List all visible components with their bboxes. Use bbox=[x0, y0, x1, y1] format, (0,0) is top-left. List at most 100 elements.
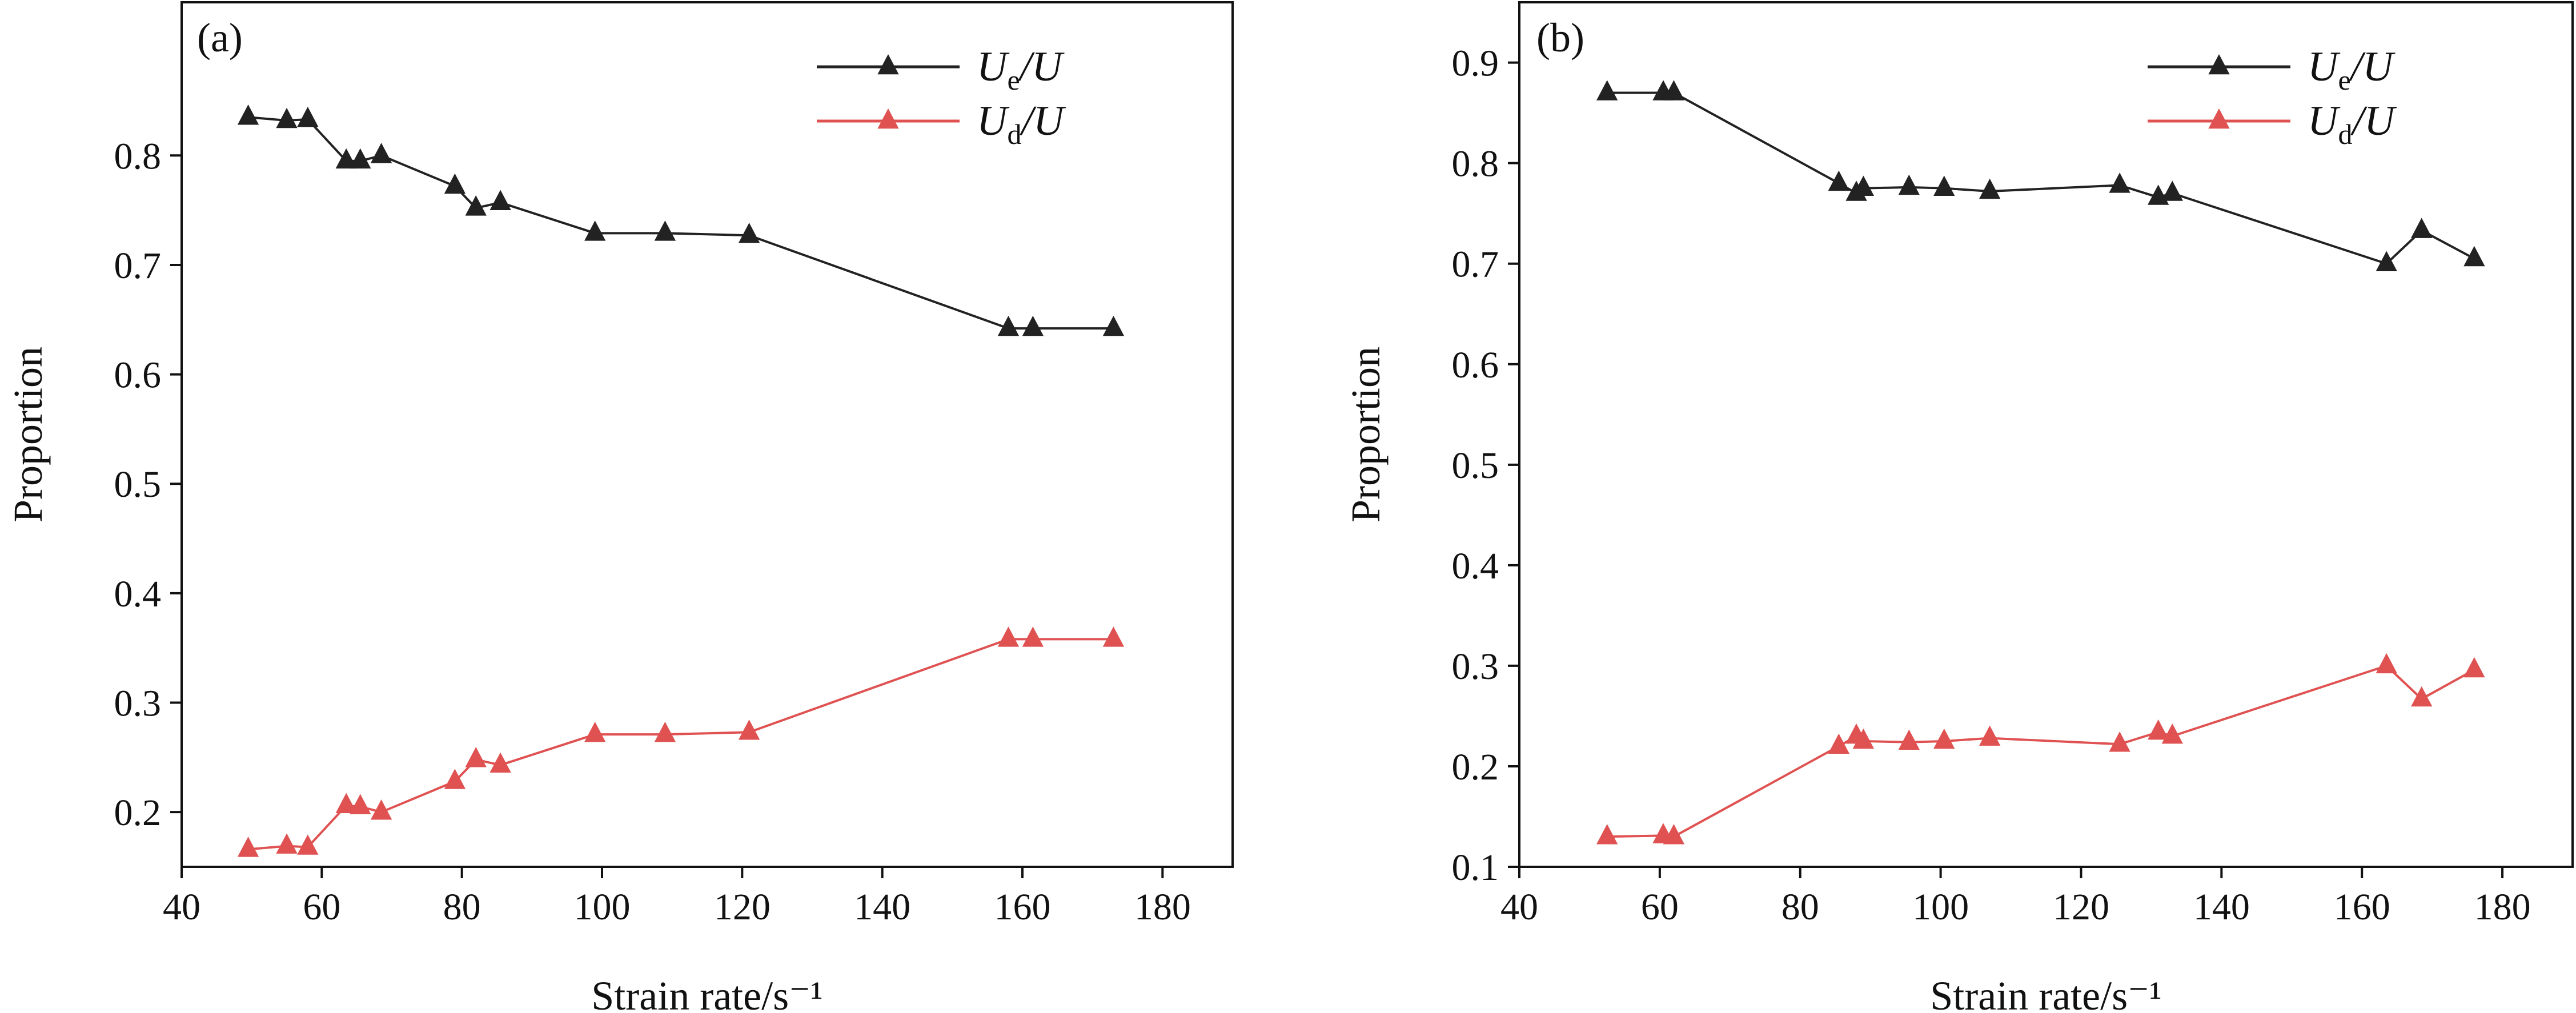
legend-swatch-marker bbox=[2208, 54, 2230, 75]
y-tick-label: 0.5 bbox=[1452, 445, 1499, 487]
y-tick-label: 0.2 bbox=[1452, 746, 1499, 788]
data-point bbox=[335, 793, 357, 813]
y-tick-label: 0.1 bbox=[1452, 847, 1499, 889]
x-tick-label: 40 bbox=[1500, 886, 1538, 928]
data-point bbox=[1102, 315, 1125, 336]
y-axis-title: Proportion bbox=[1343, 347, 1389, 522]
x-tick-label: 140 bbox=[2193, 886, 2250, 928]
data-point bbox=[2376, 251, 2397, 271]
x-tick-label: 140 bbox=[854, 886, 910, 928]
data-point bbox=[350, 794, 371, 814]
data-point bbox=[489, 752, 511, 773]
legend-entry: Ud/U bbox=[977, 98, 1066, 150]
x-tick-label: 80 bbox=[1781, 886, 1819, 928]
legend-swatch-marker bbox=[2208, 108, 2230, 129]
data-point bbox=[1828, 733, 1850, 754]
x-tick-label: 60 bbox=[1641, 886, 1679, 928]
legend-entry: Ud/U bbox=[2308, 98, 2397, 150]
x-axis-title: Strain rate/s⁻¹ bbox=[591, 973, 823, 1013]
data-point bbox=[654, 220, 676, 241]
panel-b: 40 60 80 100 120 140 160 180 0.1 0.2 0.3 0.4 0.5 0.6 0… bbox=[1343, 1, 2574, 1013]
data-point bbox=[465, 747, 487, 767]
data-point bbox=[276, 107, 298, 128]
data-point bbox=[654, 721, 676, 742]
legend-swatch-marker bbox=[877, 108, 899, 129]
data-point bbox=[1022, 626, 1044, 647]
data-point bbox=[738, 719, 760, 740]
data-point bbox=[1979, 178, 2001, 199]
data-point bbox=[1898, 729, 1920, 750]
y-tick-label: 0.8 bbox=[1452, 143, 1499, 185]
data-point bbox=[2463, 657, 2485, 678]
y-tick-label: 0.4 bbox=[114, 573, 162, 615]
data-point bbox=[1663, 80, 1685, 101]
data-point bbox=[2109, 731, 2130, 752]
y-tick-label: 0.9 bbox=[1452, 43, 1499, 85]
panel-label: (a) bbox=[197, 15, 243, 61]
data-point bbox=[2161, 180, 2183, 201]
y-axis-title: Proportion bbox=[5, 347, 51, 522]
data-point bbox=[2411, 218, 2433, 238]
y-tick-label: 0.3 bbox=[114, 683, 162, 725]
y-tick-label: 0.8 bbox=[114, 135, 162, 177]
data-point bbox=[2148, 719, 2169, 740]
data-point bbox=[370, 143, 392, 163]
data-point bbox=[1596, 824, 1618, 845]
panel-label: (b) bbox=[1536, 15, 1584, 61]
data-point bbox=[444, 769, 466, 789]
y-tick-label: 0.6 bbox=[114, 355, 162, 396]
data-point bbox=[1022, 315, 1044, 336]
x-axis-title: Strain rate/s⁻¹ bbox=[1930, 973, 2162, 1013]
x-tick-label: 160 bbox=[2334, 886, 2390, 928]
data-point bbox=[738, 223, 760, 243]
y-tick-label: 0.7 bbox=[114, 245, 162, 287]
data-point bbox=[1852, 175, 1875, 196]
x-tick-label: 180 bbox=[2474, 886, 2531, 928]
data-point bbox=[2161, 723, 2183, 744]
data-point bbox=[2411, 686, 2433, 707]
x-tick-label: 60 bbox=[303, 886, 340, 928]
x-tick-label: 120 bbox=[714, 886, 771, 928]
data-point bbox=[1979, 725, 2001, 746]
data-point bbox=[465, 195, 487, 216]
data-point bbox=[1933, 175, 1955, 196]
data-point bbox=[997, 315, 1020, 336]
y-tick-label: 0.5 bbox=[114, 464, 162, 505]
data-point bbox=[584, 721, 606, 742]
y-tick-label: 0.2 bbox=[114, 792, 162, 834]
plot-frame bbox=[1518, 1, 2574, 868]
x-tick-label: 180 bbox=[1134, 886, 1191, 928]
data-point bbox=[1102, 626, 1125, 647]
data-point bbox=[1596, 80, 1618, 101]
data-point bbox=[237, 104, 259, 125]
x-tick-label: 160 bbox=[994, 886, 1051, 928]
data-point bbox=[237, 837, 259, 857]
data-point bbox=[297, 106, 319, 127]
data-point bbox=[2376, 653, 2397, 674]
data-point bbox=[1933, 728, 1955, 749]
y-tick-label: 0.6 bbox=[1452, 344, 1499, 386]
y-tick-label: 0.7 bbox=[1452, 244, 1499, 286]
data-point bbox=[444, 173, 466, 194]
legend-swatch-marker bbox=[877, 54, 899, 75]
series-line-undefined bbox=[248, 116, 1114, 330]
data-point bbox=[335, 148, 357, 169]
plot-frame bbox=[180, 1, 1234, 868]
data-point bbox=[1828, 170, 1850, 191]
y-tick-label: 0.3 bbox=[1452, 646, 1499, 688]
data-point bbox=[370, 799, 392, 820]
data-point bbox=[350, 148, 371, 169]
data-point bbox=[1898, 174, 1920, 195]
data-point bbox=[2463, 246, 2485, 267]
legend-entry: Ue/U bbox=[977, 43, 1065, 96]
x-tick-label: 40 bbox=[163, 886, 200, 928]
x-tick-label: 100 bbox=[1912, 886, 1969, 928]
data-point bbox=[2109, 172, 2130, 193]
data-point bbox=[276, 833, 298, 854]
data-point bbox=[489, 190, 511, 210]
data-point bbox=[1663, 824, 1685, 845]
panel-a: 40 60 80 100 120 140 160 180 0.2 0.3 0.4 0.5 0.6 0.7 0… bbox=[5, 1, 1234, 1013]
series-line-undefined bbox=[1607, 664, 2475, 838]
data-point bbox=[1852, 728, 1875, 749]
